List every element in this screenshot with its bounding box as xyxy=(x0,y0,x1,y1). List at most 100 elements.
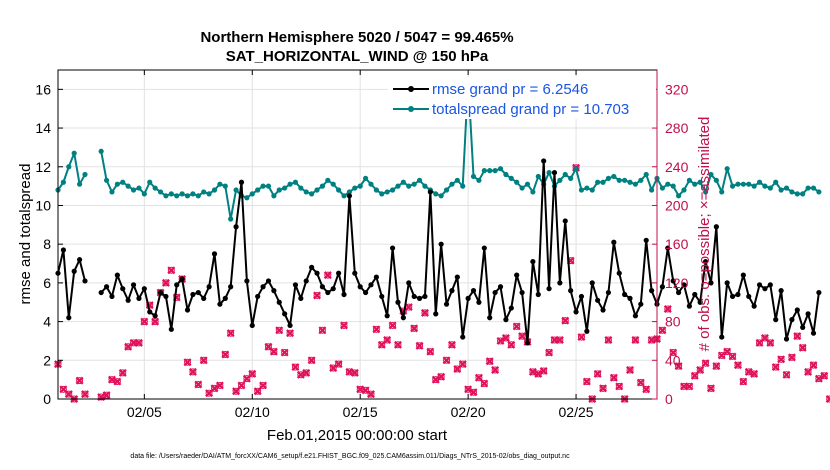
legend: rmse grand pr = 6.2546 totalspread grand… xyxy=(388,77,656,119)
rmse-point xyxy=(389,245,396,251)
obs-possible-point xyxy=(631,336,639,344)
obs-assimilated-series xyxy=(54,163,830,403)
totalspread-point xyxy=(136,185,142,191)
totalspread-point xyxy=(783,185,790,191)
obs-possible-point xyxy=(642,385,650,393)
obs-assimilated-point xyxy=(420,308,429,317)
obs-assimilated-point xyxy=(804,367,813,376)
obs-assimilated-point xyxy=(599,384,608,393)
rmse-point xyxy=(395,299,401,305)
obs-assimilated-point xyxy=(555,335,564,344)
obs-possible-point xyxy=(324,271,332,279)
rmse-point xyxy=(546,286,552,292)
totalspread-point xyxy=(255,187,261,193)
rmse-point xyxy=(530,258,536,265)
obs-possible-point xyxy=(486,357,494,365)
totalspread-point xyxy=(578,187,585,193)
rmse-point xyxy=(179,276,185,282)
obs-assimilated-point xyxy=(318,326,327,335)
y-left-axis-ticks: 0 2 4 6 8 10 12 14 16 xyxy=(35,81,63,407)
rmse-point xyxy=(357,284,363,290)
obs-assimilated-point xyxy=(286,329,295,338)
rmse-point xyxy=(352,270,358,276)
rmse-point xyxy=(443,301,450,307)
x-axis-label: Feb.01,2015 00:00:00 start xyxy=(267,427,448,444)
totalspread-point xyxy=(174,193,180,199)
obs-assimilated-point xyxy=(658,326,667,335)
obs-assimilated-point xyxy=(291,363,300,372)
totalspread-point xyxy=(249,191,255,197)
totalspread-point xyxy=(659,185,666,191)
obs-assimilated-point xyxy=(512,322,521,331)
totalspread-point xyxy=(724,166,730,172)
obs-assimilated-point xyxy=(447,340,456,349)
obs-assimilated-point xyxy=(706,384,715,393)
obs-assimilated-point xyxy=(739,377,748,386)
obs-assimilated-point xyxy=(787,353,796,362)
totalspread-point xyxy=(292,179,299,185)
y-left-tick-label: 12 xyxy=(35,159,51,175)
rmse-point xyxy=(190,291,196,298)
rmse-point xyxy=(82,278,88,284)
rmse-point xyxy=(649,288,655,294)
rmse-point xyxy=(816,289,822,296)
totalspread-point xyxy=(675,193,682,199)
obs-possible-point xyxy=(243,375,251,383)
totalspread-point xyxy=(487,168,493,174)
obs-assimilated-point xyxy=(75,376,84,385)
obs-assimilated-point xyxy=(81,390,89,399)
rmse-point xyxy=(783,336,790,342)
totalspread-point xyxy=(762,183,768,189)
rmse-point xyxy=(568,288,574,294)
rmse-point xyxy=(686,303,692,309)
obs-possible-point xyxy=(615,382,623,390)
obs-assimilated-point xyxy=(118,368,127,377)
y-left-tick-label: 4 xyxy=(43,314,51,330)
obs-assimilated-point xyxy=(782,370,791,379)
obs-assimilated-point xyxy=(226,329,235,338)
rmse-point xyxy=(665,245,671,251)
totalspread-point xyxy=(276,187,282,193)
totalspread-point xyxy=(141,191,147,197)
totalspread-point xyxy=(406,183,412,189)
rmse-point xyxy=(675,289,682,296)
obs-possible-point xyxy=(480,380,488,388)
rmse-point xyxy=(303,278,309,284)
rmse-point xyxy=(724,280,730,286)
totalspread-point xyxy=(649,187,655,193)
obs-possible-point xyxy=(518,332,526,340)
obs-assimilated-point xyxy=(528,367,537,376)
rmse-point xyxy=(481,245,487,251)
totalspread-point xyxy=(573,166,579,172)
obs-assimilated-point xyxy=(733,361,742,370)
totalspread-point xyxy=(670,183,676,189)
totalspread-point xyxy=(773,179,779,185)
rmse-point xyxy=(789,317,795,323)
rmse-point xyxy=(767,282,773,288)
obs-possible-point xyxy=(81,390,89,398)
obs-assimilated-point xyxy=(431,375,440,384)
obs-possible-point xyxy=(340,321,348,329)
obs-assimilated-point xyxy=(194,380,203,389)
totalspread-point xyxy=(211,187,218,193)
chart-title-line2: SAT_HORIZONTAL_WIND @ 150 hPa xyxy=(226,48,489,65)
rmse-point xyxy=(492,289,498,296)
obs-assimilated-point xyxy=(410,324,419,333)
obs-assimilated-point xyxy=(188,367,197,376)
y-right-tick-label: 120 xyxy=(665,275,689,291)
obs-assimilated-point xyxy=(469,388,478,397)
rmse-point xyxy=(341,291,347,298)
totalspread-point xyxy=(120,179,126,185)
totalspread-point xyxy=(611,173,617,180)
obs-possible-point xyxy=(232,387,240,395)
obs-assimilated-point xyxy=(496,336,505,345)
obs-possible-point xyxy=(389,321,397,329)
totalspread-point xyxy=(228,216,234,222)
obs-assimilated-point xyxy=(199,356,208,365)
obs-possible-point xyxy=(237,381,245,389)
totalspread-point xyxy=(168,191,174,197)
obs-possible-point xyxy=(793,332,801,340)
obs-assimilated-point xyxy=(793,332,802,341)
rmse-point xyxy=(470,288,477,294)
obs-possible-point xyxy=(475,374,483,382)
